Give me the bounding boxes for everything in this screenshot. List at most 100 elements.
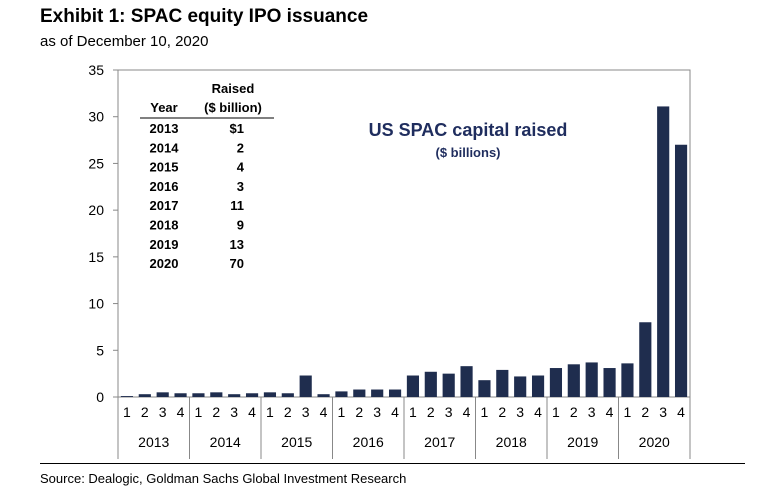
x-quarter-label: 2 [212, 404, 220, 420]
x-quarter-label: 3 [445, 404, 453, 420]
inset-year-cell: 2014 [150, 140, 180, 155]
bar [442, 373, 455, 397]
bar [496, 369, 509, 397]
bar [531, 375, 545, 397]
y-tick-label: 25 [88, 155, 104, 171]
y-tick-label: 15 [88, 249, 104, 265]
exhibit-title: Exhibit 1: SPAC equity IPO issuance [40, 6, 369, 27]
bars [120, 106, 688, 398]
inset-raised-cell: 3 [237, 179, 244, 194]
x-year-label: 2014 [210, 434, 241, 450]
inset-table: Raised Year ($ billion) 2013 $1 2014 2 2015 4… [140, 81, 274, 271]
x-year-label: 2019 [567, 434, 598, 450]
x-quarter-label: 1 [195, 404, 203, 420]
bar [156, 392, 169, 397]
inset-year-cell: 2015 [150, 160, 179, 175]
inset-raised-cell: 9 [237, 218, 244, 233]
x-quarter-label: 3 [302, 404, 310, 420]
bar [210, 392, 223, 397]
exhibit-subtitle: as of December 10, 2020 [40, 33, 209, 50]
x-quarter-label: 2 [641, 404, 649, 420]
bar [245, 393, 259, 397]
x-year-label: 2013 [138, 434, 169, 450]
inset-year-cell: 2018 [150, 218, 179, 233]
x-quarter-label: 4 [606, 404, 614, 420]
x-quarter-label: 4 [463, 404, 471, 420]
bar [281, 393, 294, 397]
y-tick-label: 20 [88, 202, 104, 218]
bar [138, 394, 151, 397]
bar [424, 371, 437, 397]
inset-year-cell: 2019 [150, 237, 179, 252]
x-quarter-label: 4 [177, 404, 185, 420]
x-quarter-label: 1 [338, 404, 346, 420]
bar [353, 389, 366, 397]
x-quarter-label: 1 [266, 404, 274, 420]
y-axis: 0 5 10 15 20 25 30 35 [88, 62, 118, 405]
x-quarter-label: 2 [427, 404, 435, 420]
y-tick-label: 35 [88, 62, 104, 78]
x-quarter-label: 1 [481, 404, 489, 420]
bar [174, 393, 187, 397]
x-quarter-label: 3 [230, 404, 238, 420]
x-quarter-label: 2 [141, 404, 149, 420]
inset-rows: 2013 $1 2014 2 2015 4 2016 3 2017 11 2018 9 2019 13 20… [150, 121, 245, 271]
x-quarter-label: 4 [320, 404, 328, 420]
inset-header-raised-line1: Raised [212, 81, 255, 96]
bar [514, 376, 527, 397]
source-divider [40, 463, 745, 464]
bar [388, 389, 402, 397]
inset-raised-cell: 13 [230, 237, 244, 252]
x-quarter-label: 2 [284, 404, 292, 420]
y-tick-label: 5 [96, 342, 104, 358]
bar [228, 394, 241, 397]
inset-year-cell: 2020 [150, 256, 179, 271]
x-quarter-label: 3 [373, 404, 381, 420]
x-quarter-label: 2 [498, 404, 506, 420]
inset-year-cell: 2013 [150, 121, 179, 136]
inset-raised-cell: 11 [230, 198, 244, 213]
bar [460, 366, 473, 397]
bar [639, 322, 652, 397]
bar [567, 364, 580, 397]
chart-subtitle: ($ billions) [436, 145, 501, 160]
x-quarter-label: 4 [677, 404, 685, 420]
chart-title: US SPAC capital raised [369, 120, 568, 140]
x-quarter-label: 3 [588, 404, 596, 420]
bar [674, 144, 688, 397]
x-year-label: 2020 [639, 434, 670, 450]
y-tick-label: 0 [96, 389, 104, 405]
bar [335, 391, 348, 397]
bar [120, 396, 134, 397]
x-quarter-label: 4 [534, 404, 542, 420]
inset-raised-cell: 70 [230, 256, 244, 271]
bar [263, 392, 277, 397]
bar [317, 394, 330, 397]
source-note: Source: Dealogic, Goldman Sachs Global I… [40, 471, 407, 486]
bar [621, 363, 634, 397]
bar [299, 375, 312, 397]
inset-year-cell: 2017 [150, 198, 179, 213]
x-quarter-label: 1 [624, 404, 632, 420]
bar [478, 380, 491, 397]
x-quarter-label: 4 [391, 404, 399, 420]
y-tick-label: 10 [88, 296, 104, 312]
x-quarter-label: 2 [570, 404, 578, 420]
x-year-label: 2018 [496, 434, 527, 450]
x-year-label: 2017 [424, 434, 455, 450]
bar [585, 362, 598, 397]
bar [406, 375, 420, 397]
x-quarter-label: 2 [355, 404, 363, 420]
inset-raised-cell: 4 [237, 160, 245, 175]
x-quarter-label: 3 [516, 404, 524, 420]
bar [657, 106, 670, 398]
x-quarter-label: 3 [659, 404, 667, 420]
inset-raised-cell: $1 [230, 121, 244, 136]
x-year-label: 2016 [353, 434, 384, 450]
bar [603, 368, 616, 397]
bar [192, 393, 205, 397]
x-quarter-label: 4 [248, 404, 256, 420]
inset-raised-cell: 2 [237, 140, 244, 155]
